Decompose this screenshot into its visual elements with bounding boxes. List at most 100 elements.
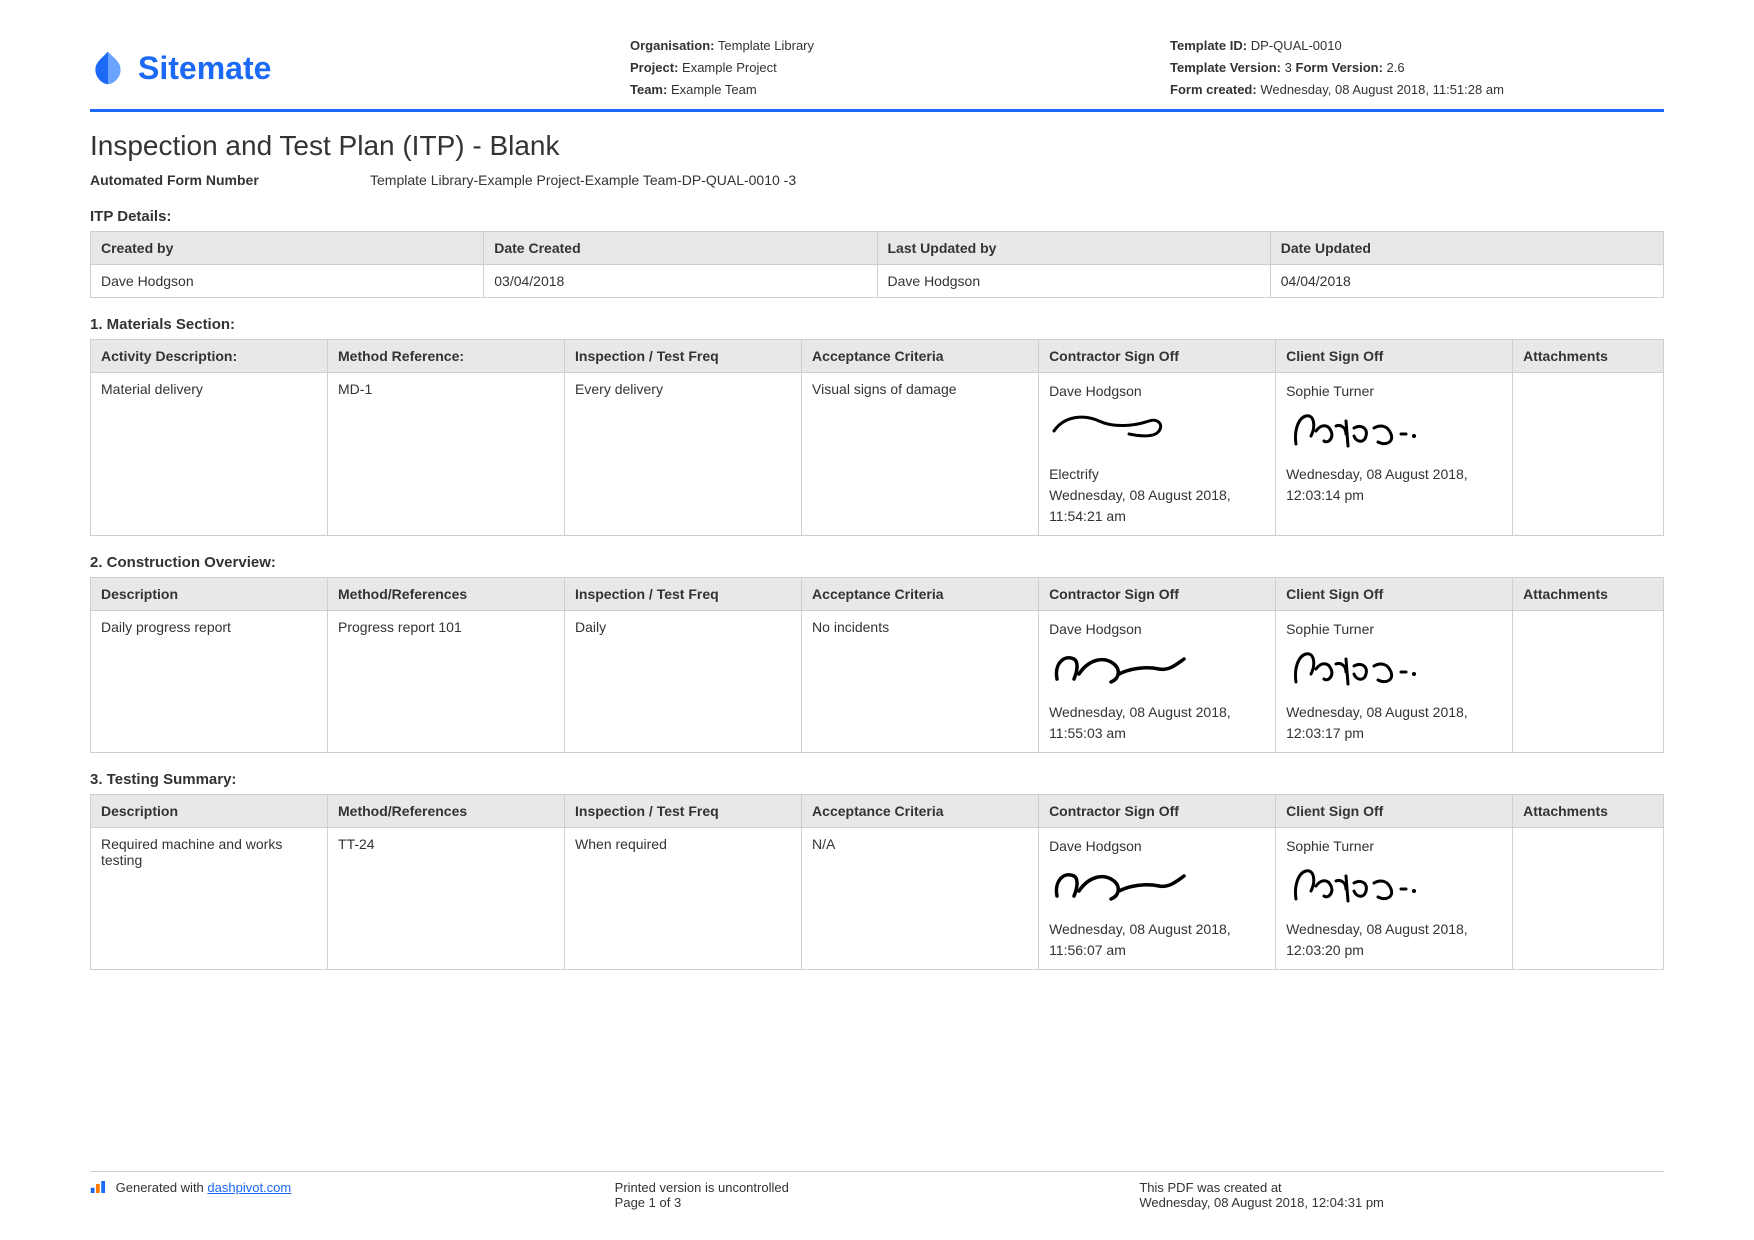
attachments-value — [1513, 373, 1664, 536]
client-date: Wednesday, 08 August 2018, 12:03:14 pm — [1286, 464, 1502, 506]
contractor-date: Wednesday, 08 August 2018, 11:55:03 am — [1049, 702, 1265, 744]
client-signoff: Sophie Turner Wednesday, 08 August 2018, … — [1286, 836, 1502, 961]
th-4: Contractor Sign Off — [1039, 795, 1276, 828]
th-date-created: Date Created — [484, 232, 877, 265]
attachments-value — [1513, 828, 1664, 970]
form-number-label: Automated Form Number — [90, 172, 370, 188]
client-name: Sophie Turner — [1286, 836, 1502, 857]
form-created-label: Form created: — [1170, 82, 1257, 97]
attachments-value — [1513, 611, 1664, 753]
footer-left: Generated with dashpivot.com — [90, 1180, 615, 1210]
form-created-value: Wednesday, 08 August 2018, 11:51:28 am — [1260, 82, 1504, 97]
th-6: Attachments — [1513, 578, 1664, 611]
contractor-signoff: Dave HodgsonElectrifyWednesday, 08 Augus… — [1049, 381, 1265, 527]
th-3: Acceptance Criteria — [802, 578, 1039, 611]
table-row: Required machine and works testingTT-24W… — [91, 828, 1664, 970]
th-0: Description — [91, 795, 328, 828]
template-id-label: Template ID: — [1170, 38, 1247, 53]
desc-value: Daily progress report — [91, 611, 328, 753]
th-1: Method/References — [328, 795, 565, 828]
organisation-label: Organisation: — [630, 38, 715, 53]
client-signature-icon — [1286, 861, 1502, 911]
itp-details-table: Created by Date Created Last Updated by … — [90, 231, 1664, 298]
freq-value: When required — [565, 828, 802, 970]
template-version-label: Template Version: — [1170, 60, 1281, 75]
page-number: Page 1 of 3 — [615, 1195, 1140, 1210]
section-table-2: DescriptionMethod/ReferencesInspection /… — [90, 794, 1664, 970]
document-footer: Generated with dashpivot.com Printed ver… — [90, 1171, 1664, 1210]
dashpivot-icon — [90, 1180, 108, 1194]
client-name: Sophie Turner — [1286, 619, 1502, 640]
footer-right: This PDF was created at Wednesday, 08 Au… — [1139, 1180, 1664, 1210]
th-5: Client Sign Off — [1276, 578, 1513, 611]
desc-value: Material delivery — [91, 373, 328, 536]
th-6: Attachments — [1513, 795, 1664, 828]
pdf-created-at: Wednesday, 08 August 2018, 12:04:31 pm — [1139, 1195, 1664, 1210]
client-signoff: Sophie TurnerWednesday, 08 August 2018, … — [1286, 381, 1502, 506]
section-table-0: Activity Description:Method Reference:In… — [90, 339, 1664, 536]
criteria-value: N/A — [802, 828, 1039, 970]
date-created-value: 03/04/2018 — [484, 265, 877, 298]
section-title-2: 3. Testing Summary: — [90, 771, 1664, 788]
form-number-value: Template Library-Example Project-Example… — [370, 172, 796, 188]
contractor-signoff: Dave Hodgson Wednesday, 08 August 2018, 1… — [1049, 619, 1265, 744]
th-4: Contractor Sign Off — [1039, 578, 1276, 611]
template-id-value: DP-QUAL-0010 — [1251, 38, 1342, 53]
freq-value: Every delivery — [565, 373, 802, 536]
client-date: Wednesday, 08 August 2018, 12:03:20 pm — [1286, 919, 1502, 961]
date-updated-value: 04/04/2018 — [1270, 265, 1663, 298]
contractor-date: Wednesday, 08 August 2018, 11:56:07 am — [1049, 919, 1265, 961]
generated-prefix: Generated with — [116, 1180, 208, 1195]
project-value: Example Project — [682, 60, 777, 75]
form-version-value: 2.6 — [1387, 60, 1405, 75]
itp-details-title: ITP Details: — [90, 208, 1664, 225]
last-updated-by-value: Dave Hodgson — [877, 265, 1270, 298]
team-label: Team: — [630, 82, 667, 97]
form-number-row: Automated Form Number Template Library-E… — [90, 172, 1664, 188]
th-0: Description — [91, 578, 328, 611]
section-title-1: 2. Construction Overview: — [90, 554, 1664, 571]
client-date: Wednesday, 08 August 2018, 12:03:17 pm — [1286, 702, 1502, 744]
th-1: Method/References — [328, 578, 565, 611]
criteria-value: No incidents — [802, 611, 1039, 753]
th-6: Attachments — [1513, 340, 1664, 373]
th-2: Inspection / Test Freq — [565, 795, 802, 828]
sitemate-logo-icon — [90, 50, 126, 86]
brand-name: Sitemate — [138, 50, 271, 87]
client-signature-icon — [1286, 644, 1502, 694]
sections-container: 1. Materials Section: Activity Descriptio… — [90, 316, 1664, 970]
contractor-name: Dave Hodgson — [1049, 619, 1265, 640]
table-row: Dave Hodgson 03/04/2018 Dave Hodgson 04/… — [91, 265, 1664, 298]
th-1: Method Reference: — [328, 340, 565, 373]
contractor-signature-icon — [1049, 406, 1265, 456]
contractor-signature-icon — [1049, 861, 1265, 911]
client-signoff: Sophie Turner Wednesday, 08 August 2018, … — [1286, 619, 1502, 744]
method-value: MD-1 — [328, 373, 565, 536]
th-5: Client Sign Off — [1276, 795, 1513, 828]
table-row: Daily progress reportProgress report 101… — [91, 611, 1664, 753]
section-title-0: 1. Materials Section: — [90, 316, 1664, 333]
form-version-label: Form Version: — [1296, 60, 1383, 75]
th-4: Contractor Sign Off — [1039, 340, 1276, 373]
created-by-value: Dave Hodgson — [91, 265, 484, 298]
th-last-updated-by: Last Updated by — [877, 232, 1270, 265]
th-5: Client Sign Off — [1276, 340, 1513, 373]
team-value: Example Team — [671, 82, 757, 97]
table-row: Material deliveryMD-1Every deliveryVisua… — [91, 373, 1664, 536]
page-title: Inspection and Test Plan (ITP) - Blank — [90, 130, 1664, 162]
logo-block: Sitemate — [90, 35, 630, 101]
pdf-created-label: This PDF was created at — [1139, 1180, 1664, 1195]
dashpivot-link[interactable]: dashpivot.com — [207, 1180, 291, 1195]
document-header: Sitemate Organisation: Template Library … — [90, 35, 1664, 112]
method-value: TT-24 — [328, 828, 565, 970]
method-value: Progress report 101 — [328, 611, 565, 753]
th-3: Acceptance Criteria — [802, 795, 1039, 828]
th-0: Activity Description: — [91, 340, 328, 373]
contractor-name: Dave Hodgson — [1049, 381, 1265, 402]
criteria-value: Visual signs of damage — [802, 373, 1039, 536]
contractor-date: Wednesday, 08 August 2018, 11:54:21 am — [1049, 485, 1265, 527]
section-table-1: DescriptionMethod/ReferencesInspection /… — [90, 577, 1664, 753]
template-version-value: 3 — [1285, 60, 1292, 75]
th-2: Inspection / Test Freq — [565, 340, 802, 373]
contractor-name: Dave Hodgson — [1049, 836, 1265, 857]
